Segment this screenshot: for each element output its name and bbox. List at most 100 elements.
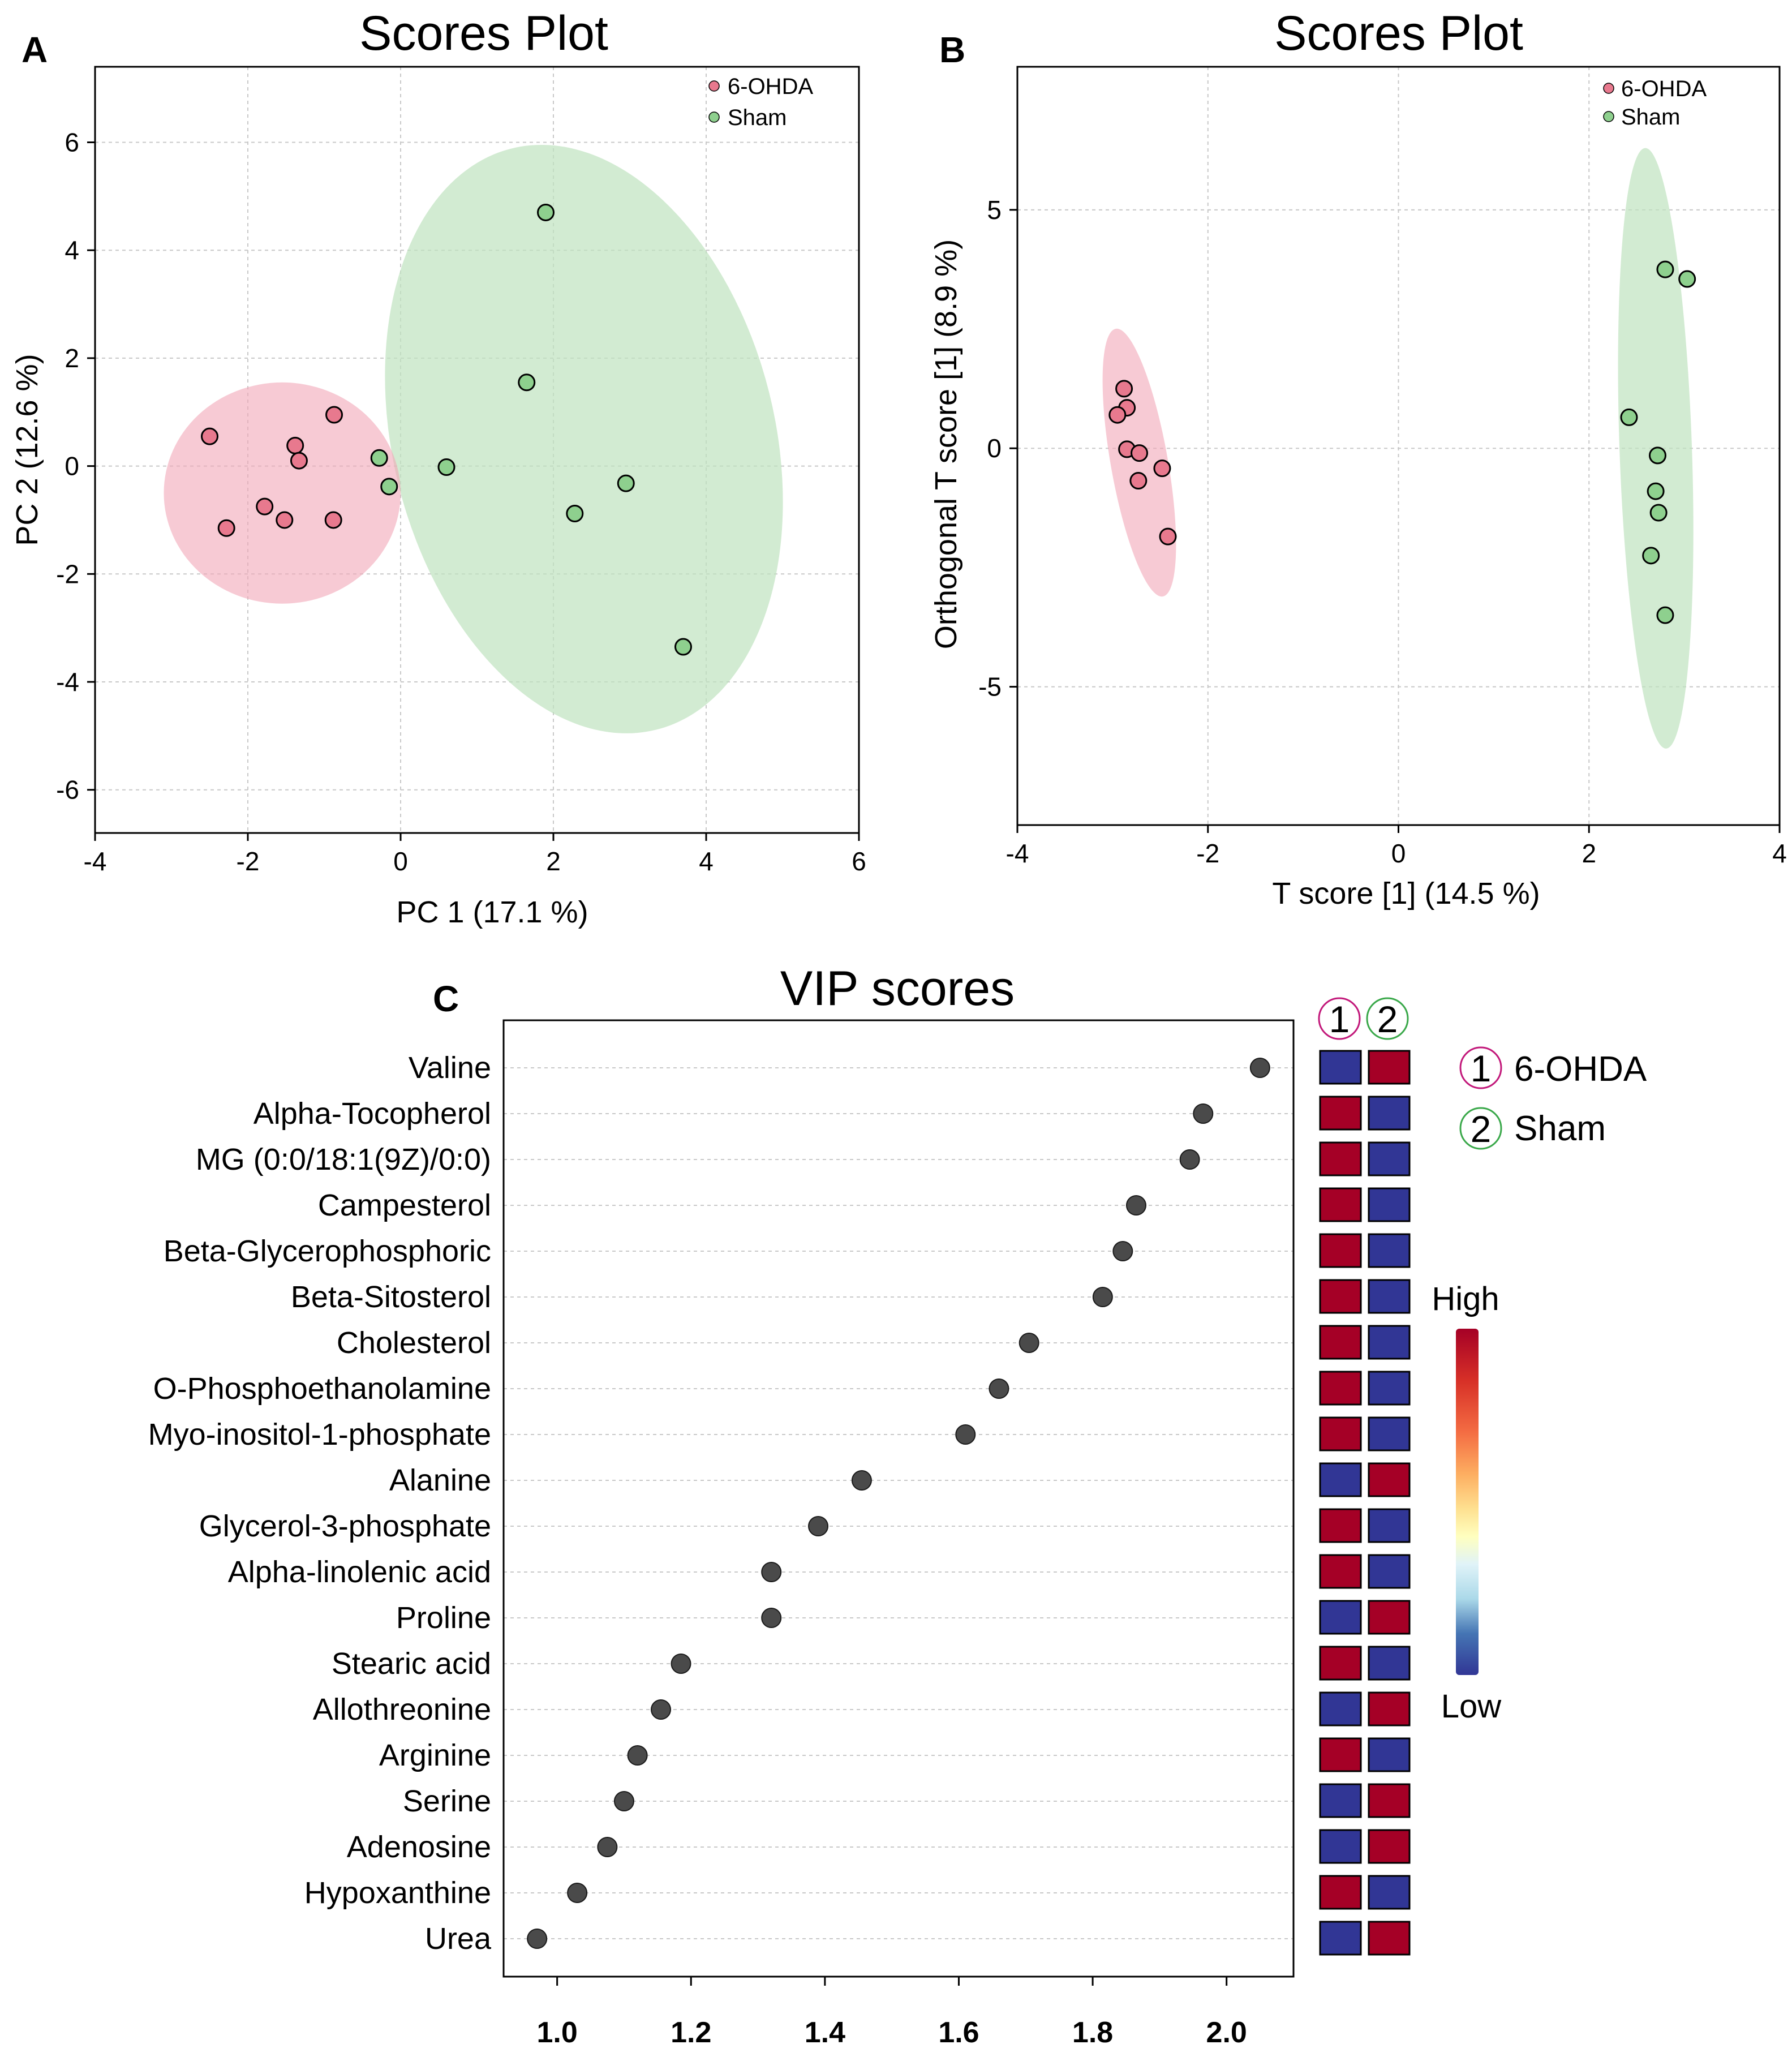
heatmap-cell [1368, 1737, 1411, 1772]
heatmap-cell [1319, 1508, 1362, 1543]
panel-a-point-sham [566, 505, 584, 523]
heatmap-cell [1319, 1600, 1362, 1635]
panel-a: Scores Plot -4 -2 0 2 4 6 6 4 2 0 -2 -4 -6 PC 1 (17.… [10, 6, 866, 929]
panel-c-group-legend: 1 6-OHDA 2 Sham [1459, 1046, 1647, 1150]
heatmap-cell [1368, 1050, 1411, 1085]
panel-c-heatmap [1319, 1050, 1411, 1956]
heatmap-cell [1368, 1096, 1411, 1131]
panel-c-plot-frame [502, 1019, 1295, 1978]
panel-b-point-sham [1647, 482, 1665, 500]
panel-b-point-6ohda [1131, 444, 1149, 462]
vip-row-label: Serine [403, 1784, 491, 1818]
heatmap-cell [1319, 1783, 1362, 1818]
panel-b-x-tick-label: 4 [1772, 839, 1787, 868]
vip-row-label: Alpha-Tocopherol [253, 1097, 491, 1131]
panel-b-point-sham [1642, 547, 1660, 565]
panel-b-x-tick-label: -4 [1006, 839, 1029, 868]
vip-row-label: O-Phosphoethanolamine [153, 1372, 491, 1406]
panel-a-x-axis-label: PC 1 (17.1 %) [396, 895, 588, 929]
heatmap-cell [1319, 1279, 1362, 1314]
panel-c-x-tick-label: 1.8 [1072, 2016, 1113, 2049]
panel-b-point-6ohda [1115, 380, 1133, 398]
vip-dot [613, 1791, 634, 1811]
panel-a-plot-frame [94, 66, 860, 834]
group-legend-1-circle [1459, 1046, 1502, 1089]
panel-c-x-tick-label: 2.0 [1206, 2016, 1247, 2049]
panel-a-point-6ohda [276, 511, 294, 529]
panel-a-y-tick-label: -2 [56, 559, 79, 589]
panel-b-legend-sham: Sham [1621, 105, 1681, 130]
panel-a-x-tick-label: 0 [393, 847, 408, 876]
group-legend-1-label: 6-OHDA [1514, 1050, 1647, 1089]
heatmap-cell [1368, 1783, 1411, 1818]
panel-b-point-sham [1649, 504, 1668, 522]
heatmap-cell [1319, 1554, 1362, 1589]
heatmap-cell [1368, 1921, 1411, 1956]
vip-row-label: Alpha-linolenic acid [228, 1555, 491, 1589]
panel-a-point-sham [518, 373, 536, 392]
vip-dot [955, 1424, 976, 1445]
vip-row-label: Hypoxanthine [304, 1876, 491, 1910]
panel-b-ellipse-6ohda [1102, 328, 1176, 597]
panel-b-y-tick-label: -5 [978, 672, 1002, 702]
panel-b-x-tick-label: 2 [1582, 839, 1596, 868]
vip-row-label: Proline [396, 1601, 491, 1635]
panel-a-point-sham [617, 474, 635, 492]
heatmap-cell [1368, 1875, 1411, 1910]
vip-row-label: Campesterol [318, 1188, 491, 1222]
heatmap-cell [1368, 1233, 1411, 1268]
panel-a-y-tick-label: -4 [56, 667, 79, 697]
panel-b-point-6ohda [1108, 406, 1127, 424]
vip-row-label: MG (0:0/18:1(9Z)/0:0) [196, 1143, 491, 1176]
vip-row-label: Beta-Sitosterol [291, 1280, 491, 1314]
panel-b-point-6ohda [1129, 472, 1148, 490]
heat-col-2-label: 2 [1377, 998, 1398, 1040]
vip-dot [761, 1562, 782, 1582]
panel-b: Scores Plot -4 -2 0 2 4 5 0 -5 T score [1] (14.… [929, 6, 1787, 911]
panel-a-y-tick-label: 0 [65, 452, 79, 481]
panel-a-legend-marker-6ohda [708, 80, 720, 92]
heatmap-cell [1319, 1691, 1362, 1727]
heat-col-2-circle [1366, 997, 1409, 1040]
panel-a-point-sham [380, 478, 398, 496]
vip-row-label: Cholesterol [337, 1326, 491, 1360]
panel-a-y-tick-label: 2 [65, 343, 79, 373]
color-scale-bar [1456, 1329, 1479, 1675]
panel-b-x-axis-label: T score [1] (14.5 %) [1272, 877, 1540, 911]
color-scale-high-label: High [1432, 1281, 1499, 1317]
panel-c-x-tick-label: 1.6 [938, 2016, 979, 2049]
heatmap-cell [1368, 1829, 1411, 1864]
vip-dot [761, 1608, 782, 1628]
panel-a-x-tick-label: 2 [546, 847, 561, 876]
heatmap-cell [1368, 1187, 1411, 1222]
heat-col-1-circle [1318, 997, 1361, 1040]
heatmap-cell [1368, 1325, 1411, 1360]
vip-dot [1125, 1195, 1146, 1216]
vip-dot [527, 1929, 548, 1949]
heatmap-cell [1319, 1875, 1362, 1910]
vip-row-label: Arginine [379, 1738, 491, 1772]
vip-dot [627, 1745, 648, 1766]
heatmap-cell [1319, 1416, 1362, 1451]
panel-a-legend-sham: Sham [728, 105, 787, 130]
panel-a-point-sham [437, 458, 455, 476]
panel-a-y-tick-label: 6 [65, 127, 79, 157]
heatmap-cell [1319, 1829, 1362, 1864]
color-scale-low-label: Low [1441, 1688, 1502, 1725]
heatmap-cell [1368, 1600, 1411, 1635]
panel-b-legend: 6-OHDA Sham [1603, 76, 1707, 130]
panel-a-ellipse-sham [385, 144, 783, 733]
panel-b-point-sham [1648, 446, 1666, 465]
vip-dot [989, 1378, 1009, 1399]
vip-row-label: Valine [409, 1051, 491, 1085]
panel-a-legend-6ohda: 6-OHDA [728, 74, 813, 99]
vip-dot [1112, 1241, 1133, 1261]
group-legend-2-circle [1459, 1107, 1502, 1150]
heatmap-cell [1319, 1325, 1362, 1360]
panel-b-point-sham [1656, 606, 1674, 624]
group-legend-1-num: 1 [1471, 1047, 1492, 1089]
vip-dot [851, 1470, 872, 1491]
panel-a-x-tick-label: 4 [699, 847, 714, 876]
panel-c-grid [504, 1067, 1293, 1939]
panel-c-x-tick-label: 1.4 [805, 2016, 845, 2049]
